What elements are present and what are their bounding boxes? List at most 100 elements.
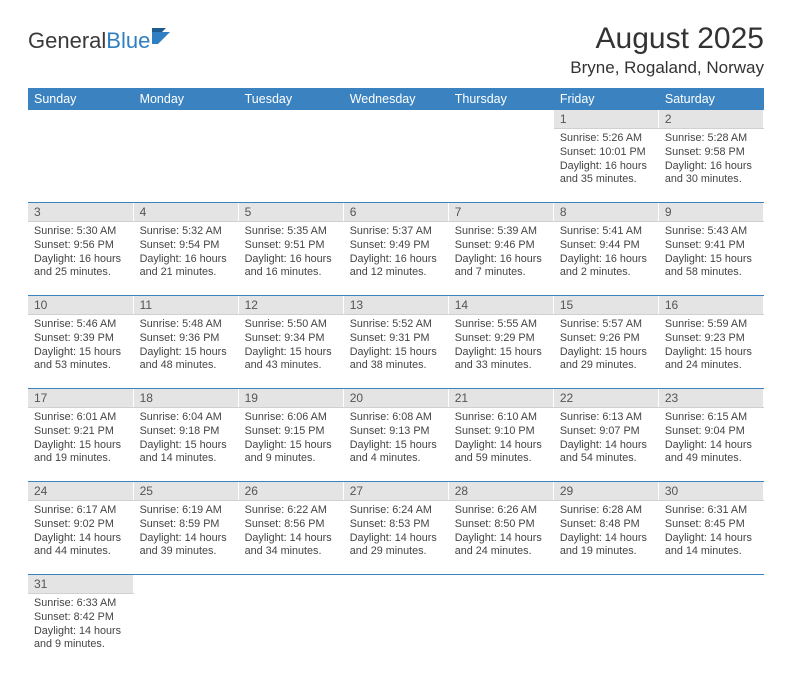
day-number-cell: 20 bbox=[343, 389, 448, 408]
day-info-line: Daylight: 15 hours and 53 minutes. bbox=[34, 346, 127, 374]
day-number-cell: 1 bbox=[553, 110, 658, 129]
day-info-line: Daylight: 14 hours and 59 minutes. bbox=[455, 439, 547, 467]
logo: GeneralBlue bbox=[28, 28, 174, 54]
day-info-line: Daylight: 15 hours and 38 minutes. bbox=[350, 346, 442, 374]
day-number-cell bbox=[133, 575, 238, 594]
day-info-line: Sunrise: 5:32 AM bbox=[140, 225, 232, 239]
day-number-row: 12 bbox=[28, 110, 764, 129]
day-number-row: 24252627282930 bbox=[28, 482, 764, 501]
day-info-line: Daylight: 14 hours and 19 minutes. bbox=[560, 532, 652, 560]
day-content-row: Sunrise: 5:30 AMSunset: 9:56 PMDaylight:… bbox=[28, 222, 764, 296]
day-content-cell: Sunrise: 5:39 AMSunset: 9:46 PMDaylight:… bbox=[448, 222, 553, 296]
day-number-cell: 5 bbox=[238, 203, 343, 222]
day-content-cell: Sunrise: 6:10 AMSunset: 9:10 PMDaylight:… bbox=[448, 408, 553, 482]
day-info-line: Sunrise: 5:30 AM bbox=[34, 225, 127, 239]
day-content-cell bbox=[28, 129, 133, 203]
day-content-cell: Sunrise: 5:57 AMSunset: 9:26 PMDaylight:… bbox=[553, 315, 658, 389]
day-info-line: Daylight: 14 hours and 49 minutes. bbox=[665, 439, 757, 467]
day-info-line: Sunrise: 6:26 AM bbox=[455, 504, 547, 518]
day-number-cell: 13 bbox=[343, 296, 448, 315]
day-content-row: Sunrise: 5:46 AMSunset: 9:39 PMDaylight:… bbox=[28, 315, 764, 389]
day-info-line: Sunrise: 6:24 AM bbox=[350, 504, 442, 518]
day-content-cell bbox=[553, 594, 658, 668]
day-info-line: Sunrise: 6:08 AM bbox=[350, 411, 442, 425]
day-info-line: Sunset: 8:53 PM bbox=[350, 518, 442, 532]
day-content-cell: Sunrise: 5:46 AMSunset: 9:39 PMDaylight:… bbox=[28, 315, 133, 389]
day-number-cell bbox=[133, 110, 238, 129]
day-info-line: Daylight: 15 hours and 48 minutes. bbox=[140, 346, 232, 374]
day-content-cell: Sunrise: 5:41 AMSunset: 9:44 PMDaylight:… bbox=[553, 222, 658, 296]
day-info-line: Daylight: 15 hours and 33 minutes. bbox=[455, 346, 547, 374]
day-content-row: Sunrise: 6:17 AMSunset: 9:02 PMDaylight:… bbox=[28, 501, 764, 575]
day-info-line: Daylight: 16 hours and 25 minutes. bbox=[34, 253, 127, 281]
day-info-line: Sunrise: 6:33 AM bbox=[34, 597, 127, 611]
day-content-cell bbox=[343, 594, 448, 668]
day-info-line: Daylight: 14 hours and 14 minutes. bbox=[665, 532, 757, 560]
day-number-cell: 22 bbox=[553, 389, 658, 408]
day-info-line: Sunrise: 6:19 AM bbox=[140, 504, 232, 518]
day-number-cell: 2 bbox=[658, 110, 763, 129]
day-info-line: Sunset: 10:01 PM bbox=[560, 146, 652, 160]
day-info-line: Sunset: 8:45 PM bbox=[665, 518, 757, 532]
day-content-cell: Sunrise: 5:48 AMSunset: 9:36 PMDaylight:… bbox=[133, 315, 238, 389]
day-content-cell: Sunrise: 5:32 AMSunset: 9:54 PMDaylight:… bbox=[133, 222, 238, 296]
day-content-cell: Sunrise: 6:17 AMSunset: 9:02 PMDaylight:… bbox=[28, 501, 133, 575]
day-info-line: Sunrise: 5:57 AM bbox=[560, 318, 652, 332]
day-info-line: Sunrise: 5:28 AM bbox=[665, 132, 757, 146]
day-info-line: Sunset: 8:48 PM bbox=[560, 518, 652, 532]
day-content-cell: Sunrise: 5:37 AMSunset: 9:49 PMDaylight:… bbox=[343, 222, 448, 296]
day-info-line: Sunset: 9:44 PM bbox=[560, 239, 652, 253]
day-content-row: Sunrise: 6:01 AMSunset: 9:21 PMDaylight:… bbox=[28, 408, 764, 482]
day-content-cell: Sunrise: 5:30 AMSunset: 9:56 PMDaylight:… bbox=[28, 222, 133, 296]
day-info-line: Daylight: 14 hours and 24 minutes. bbox=[455, 532, 547, 560]
day-content-cell bbox=[658, 594, 763, 668]
day-info-line: Sunrise: 6:28 AM bbox=[560, 504, 652, 518]
day-number-cell: 16 bbox=[658, 296, 763, 315]
day-info-line: Daylight: 14 hours and 54 minutes. bbox=[560, 439, 652, 467]
day-info-line: Sunset: 9:07 PM bbox=[560, 425, 652, 439]
day-number-cell bbox=[553, 575, 658, 594]
day-info-line: Sunset: 9:26 PM bbox=[560, 332, 652, 346]
day-content-cell: Sunrise: 6:01 AMSunset: 9:21 PMDaylight:… bbox=[28, 408, 133, 482]
day-info-line: Daylight: 15 hours and 24 minutes. bbox=[665, 346, 757, 374]
day-info-line: Sunset: 9:21 PM bbox=[34, 425, 127, 439]
day-number-cell: 19 bbox=[238, 389, 343, 408]
day-info-line: Daylight: 15 hours and 58 minutes. bbox=[665, 253, 757, 281]
day-info-line: Sunrise: 5:41 AM bbox=[560, 225, 652, 239]
day-number-cell: 24 bbox=[28, 482, 133, 501]
day-info-line: Sunrise: 5:48 AM bbox=[140, 318, 232, 332]
month-title: August 2025 bbox=[570, 22, 764, 56]
day-info-line: Sunset: 9:58 PM bbox=[665, 146, 757, 160]
day-info-line: Sunset: 9:04 PM bbox=[665, 425, 757, 439]
day-number-cell: 15 bbox=[553, 296, 658, 315]
day-info-line: Sunset: 9:36 PM bbox=[140, 332, 232, 346]
day-info-line: Sunrise: 5:52 AM bbox=[350, 318, 442, 332]
day-content-cell: Sunrise: 5:35 AMSunset: 9:51 PMDaylight:… bbox=[238, 222, 343, 296]
day-info-line: Sunset: 8:50 PM bbox=[455, 518, 547, 532]
day-info-line: Sunset: 9:34 PM bbox=[245, 332, 337, 346]
day-content-cell: Sunrise: 6:31 AMSunset: 8:45 PMDaylight:… bbox=[658, 501, 763, 575]
weekday-header: Thursday bbox=[448, 88, 553, 110]
weekday-header: Tuesday bbox=[238, 88, 343, 110]
day-content-row: Sunrise: 5:26 AMSunset: 10:01 PMDaylight… bbox=[28, 129, 764, 203]
day-number-cell bbox=[238, 575, 343, 594]
day-content-cell: Sunrise: 6:26 AMSunset: 8:50 PMDaylight:… bbox=[448, 501, 553, 575]
location-text: Bryne, Rogaland, Norway bbox=[570, 58, 764, 78]
day-number-cell: 28 bbox=[448, 482, 553, 501]
day-info-line: Sunset: 8:56 PM bbox=[245, 518, 337, 532]
weekday-header: Friday bbox=[553, 88, 658, 110]
day-content-cell bbox=[448, 129, 553, 203]
day-number-cell: 6 bbox=[343, 203, 448, 222]
day-content-cell: Sunrise: 6:08 AMSunset: 9:13 PMDaylight:… bbox=[343, 408, 448, 482]
day-number-cell: 25 bbox=[133, 482, 238, 501]
day-content-cell: Sunrise: 6:22 AMSunset: 8:56 PMDaylight:… bbox=[238, 501, 343, 575]
day-info-line: Sunset: 9:23 PM bbox=[665, 332, 757, 346]
day-number-cell: 12 bbox=[238, 296, 343, 315]
day-info-line: Sunrise: 5:35 AM bbox=[245, 225, 337, 239]
day-number-cell: 7 bbox=[448, 203, 553, 222]
day-info-line: Daylight: 15 hours and 9 minutes. bbox=[245, 439, 337, 467]
day-info-line: Sunrise: 6:13 AM bbox=[560, 411, 652, 425]
day-info-line: Sunrise: 6:31 AM bbox=[665, 504, 757, 518]
day-info-line: Daylight: 14 hours and 34 minutes. bbox=[245, 532, 337, 560]
day-info-line: Sunset: 9:10 PM bbox=[455, 425, 547, 439]
